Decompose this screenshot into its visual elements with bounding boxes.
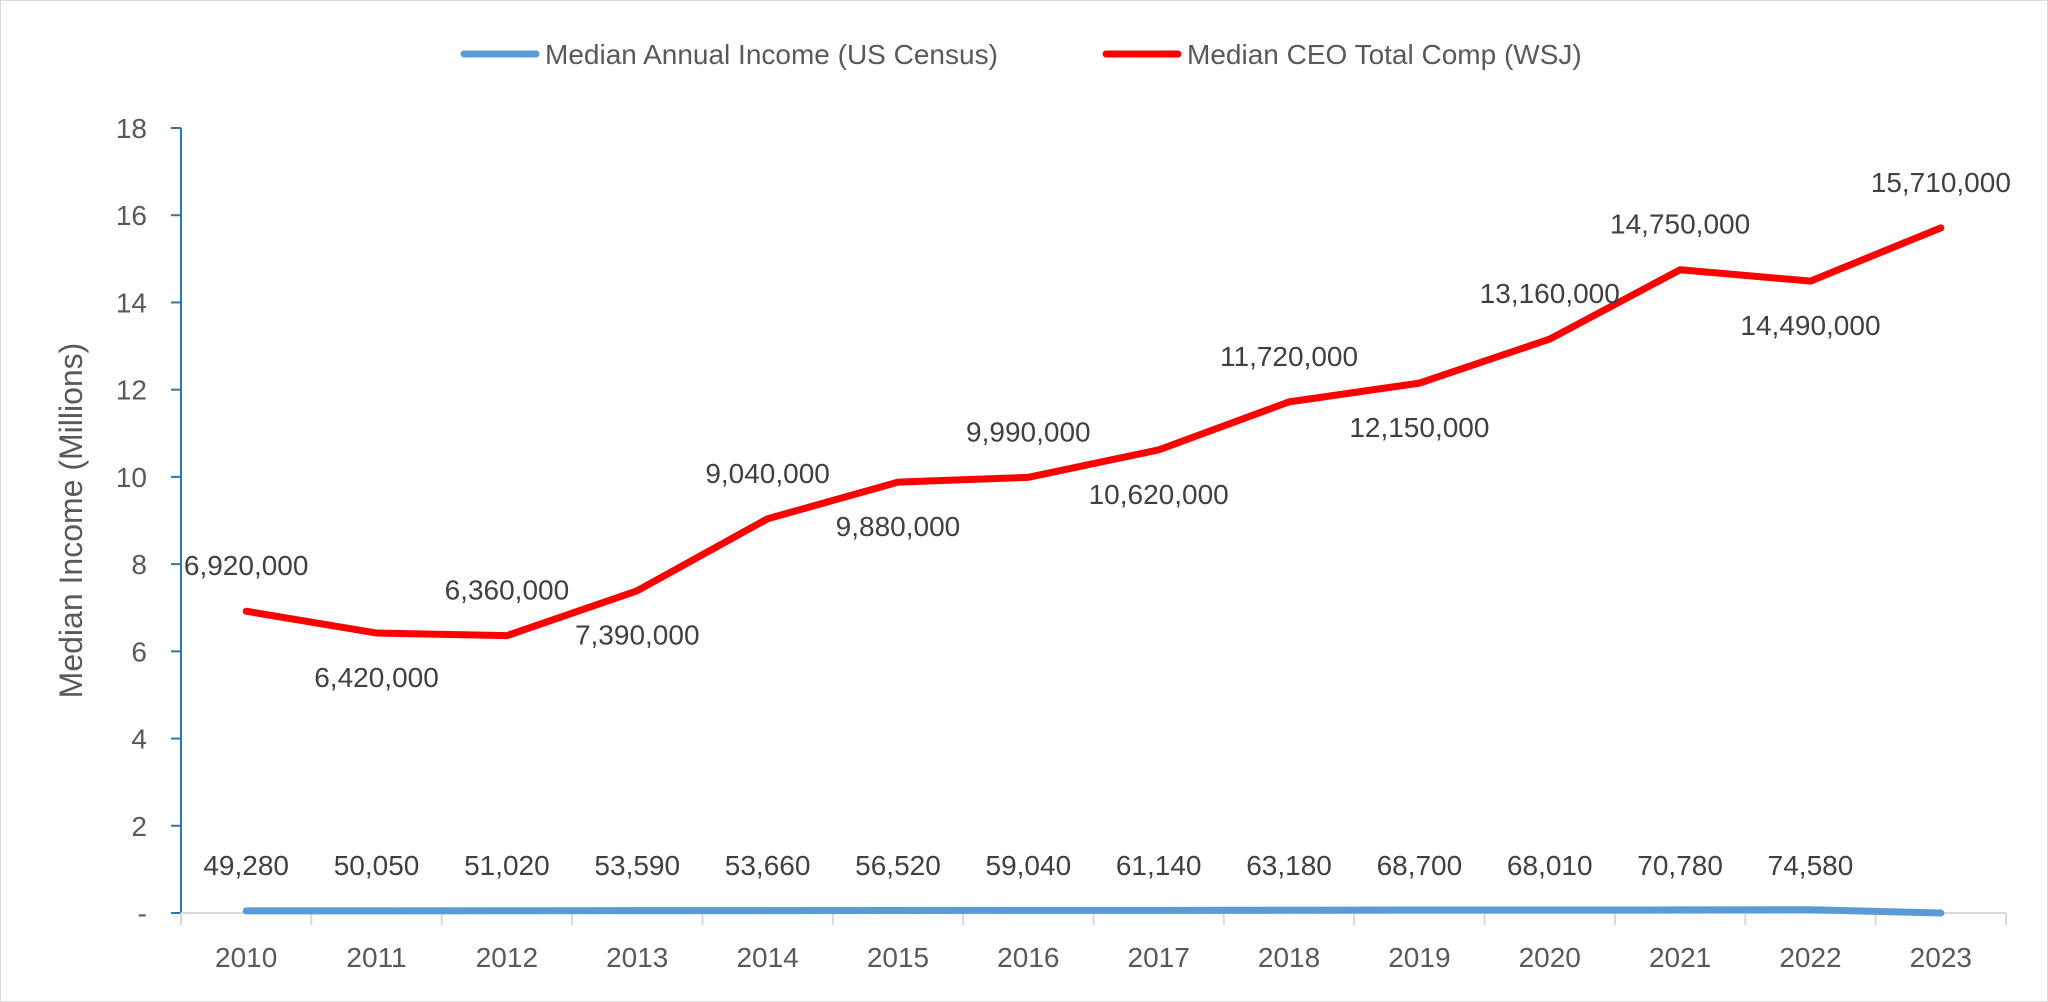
x-tick-label: 2021 <box>1649 942 1711 973</box>
y-tick-label: 2 <box>131 811 147 842</box>
series-lines <box>242 224 1945 917</box>
y-tick-label: 12 <box>116 375 147 406</box>
x-tick-label: 2011 <box>346 942 406 973</box>
data-label: 6,920,000 <box>184 550 309 581</box>
data-label: 9,990,000 <box>966 416 1091 447</box>
data-label: 61,140 <box>1116 850 1202 881</box>
data-label: 6,360,000 <box>445 575 570 606</box>
data-label: 14,750,000 <box>1610 209 1750 240</box>
legend-label-1: Median CEO Total Comp (WSJ) <box>1187 39 1582 70</box>
x-tick-label: 2010 <box>215 942 277 973</box>
data-label: 68,700 <box>1377 850 1463 881</box>
x-tick-label: 2023 <box>1910 942 1972 973</box>
x-tick-label: 2015 <box>867 942 929 973</box>
y-tick-label: 10 <box>116 462 147 493</box>
x-tick-label: 2019 <box>1388 942 1450 973</box>
data-label: 68,010 <box>1507 850 1593 881</box>
series-line-0 <box>242 906 1945 917</box>
data-label: 11,720,000 <box>1220 341 1358 372</box>
data-label: 9,880,000 <box>836 511 961 542</box>
data-label: 63,180 <box>1246 850 1332 881</box>
data-labels: 49,280 50,050 51,020 53,590 53,660 56,520 59,0… <box>184 167 2011 881</box>
y-tick-label: - <box>138 898 147 929</box>
data-label: 6,420,000 <box>314 662 439 693</box>
y-tick-label: 16 <box>116 200 147 231</box>
x-tick-label: 2022 <box>1779 942 1841 973</box>
data-label: 15,710,000 <box>1871 167 2011 198</box>
series-line-1 <box>242 224 1945 640</box>
data-label: 51,020 <box>464 850 550 881</box>
data-label: 53,660 <box>725 850 811 881</box>
data-label: 7,390,000 <box>575 620 700 651</box>
x-tick-label: 2014 <box>736 942 798 973</box>
y-tick-label: 8 <box>131 549 147 580</box>
axes: - 2 4 6 8 10 12 14 16 18 2010 2011 2012 2013 2014 2015 2… <box>53 113 2007 973</box>
y-axis-title: Median Income (Millions) <box>53 343 89 699</box>
x-tick-label: 2018 <box>1258 942 1320 973</box>
x-tick-label: 2016 <box>997 942 1059 973</box>
data-label: 53,590 <box>594 850 680 881</box>
data-label: 13,160,000 <box>1480 278 1620 309</box>
y-tick-label: 4 <box>131 724 147 755</box>
legend-label-0: Median Annual Income (US Census) <box>545 39 998 70</box>
data-label: 10,620,000 <box>1089 479 1229 510</box>
x-tick-label: 2020 <box>1519 942 1581 973</box>
x-tick-label: 2017 <box>1128 942 1190 973</box>
y-tick-label: 14 <box>116 287 147 318</box>
x-tick-label: 2012 <box>476 942 538 973</box>
x-tick-label: 2013 <box>606 942 668 973</box>
data-label: 49,280 <box>203 850 289 881</box>
data-label: 14,490,000 <box>1740 310 1880 341</box>
data-label: 9,040,000 <box>705 458 830 489</box>
data-label: 12,150,000 <box>1349 412 1489 443</box>
data-label: 74,580 <box>1768 850 1854 881</box>
y-tick-label: 18 <box>116 113 147 144</box>
legend: Median Annual Income (US Census) Median C… <box>460 39 1582 70</box>
data-label: 59,040 <box>986 850 1072 881</box>
data-label: 50,050 <box>334 850 420 881</box>
data-label: 56,520 <box>855 850 941 881</box>
data-label: 70,780 <box>1637 850 1723 881</box>
y-tick-label: 6 <box>131 636 147 667</box>
